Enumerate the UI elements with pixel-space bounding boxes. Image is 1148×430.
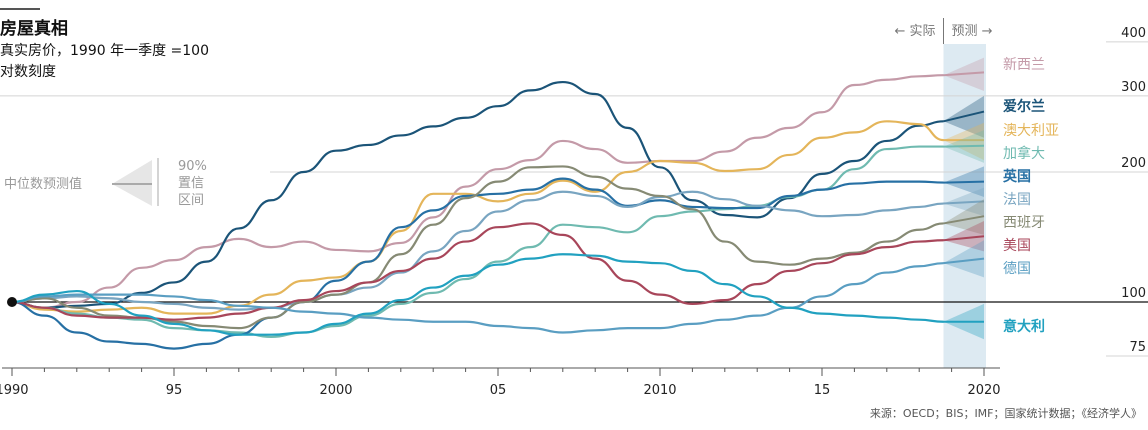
period-label-forecast: 预测 → <box>952 24 993 39</box>
series-label-0: 新西兰 <box>1003 57 1045 73</box>
series-label-2: 澳大利亚 <box>1003 123 1059 139</box>
x-tick-label-1995: 95 <box>166 383 183 398</box>
legend-interval-label-2: 区间 <box>178 193 204 208</box>
legend-interval-label-1: 置信 <box>178 176 204 191</box>
series-line-7 <box>11 222 944 321</box>
forecast-fan-7 <box>943 220 984 252</box>
x-tick-label-2020: 2020 <box>967 383 1000 398</box>
chart-title: 房屋真相 <box>0 19 68 39</box>
legend-median-label: 中位数预测值 <box>4 176 82 192</box>
x-tick-label-1990: 1990 <box>0 383 29 398</box>
forecast-band <box>943 44 986 368</box>
forecast-fan-6 <box>943 199 984 235</box>
forecast-median-0 <box>943 71 985 77</box>
x-tick-label-2010: 2010 <box>643 383 676 398</box>
source-note: 来源：OECD；BIS；IMF；国家统计数据；《经济学人》 <box>869 407 1142 420</box>
forecast-fan-8 <box>943 240 984 278</box>
series-label-3: 加拿大 <box>1003 145 1045 162</box>
y-tick-label-200: 200 <box>1121 156 1146 171</box>
series-label-6: 西班牙 <box>1003 215 1045 231</box>
start-point <box>7 297 17 307</box>
y-tick-label-100: 100 <box>1121 286 1146 301</box>
series-line-5 <box>11 190 944 311</box>
title-rule <box>0 8 40 10</box>
x-tick-label-2005: 05 <box>490 383 507 398</box>
legend-interval-label-0: 90% <box>178 159 207 174</box>
series-line-4 <box>11 177 944 350</box>
forecast-median-4 <box>943 180 985 184</box>
forecast-median-5 <box>943 200 985 205</box>
series-label-1: 爱尔兰 <box>1003 98 1045 115</box>
forecast-median-1 <box>943 110 985 123</box>
log-scale-note: 对数刻度 <box>0 64 56 80</box>
series-label-4: 英国 <box>1002 168 1031 185</box>
forecast-median-3 <box>943 144 985 148</box>
forecast-fan-2 <box>943 122 984 161</box>
x-tick-label-2000: 2000 <box>319 383 352 398</box>
forecast-median-7 <box>943 235 985 242</box>
y-tick-label-400: 400 <box>1121 26 1146 41</box>
series-line-0 <box>11 74 944 309</box>
chart-subtitle: 真实房价，1990 年一季度 =100 <box>0 43 209 59</box>
series-label-9: 意大利 <box>1003 318 1045 335</box>
x-tick-label-2015: 15 <box>814 383 831 398</box>
forecast-median-8 <box>943 257 985 265</box>
series-line-2 <box>11 120 944 315</box>
forecast-median-6 <box>943 215 985 225</box>
y-tick-label-300: 300 <box>1121 80 1146 95</box>
series-label-5: 法国 <box>1003 192 1031 208</box>
series-line-9 <box>11 253 944 336</box>
period-label-actual: ← 实际 <box>894 24 935 39</box>
series-label-7: 美国 <box>1003 238 1031 254</box>
series-line-6 <box>11 165 944 330</box>
series-label-8: 德国 <box>1003 261 1031 277</box>
y-tick-label-75: 75 <box>1129 340 1146 355</box>
